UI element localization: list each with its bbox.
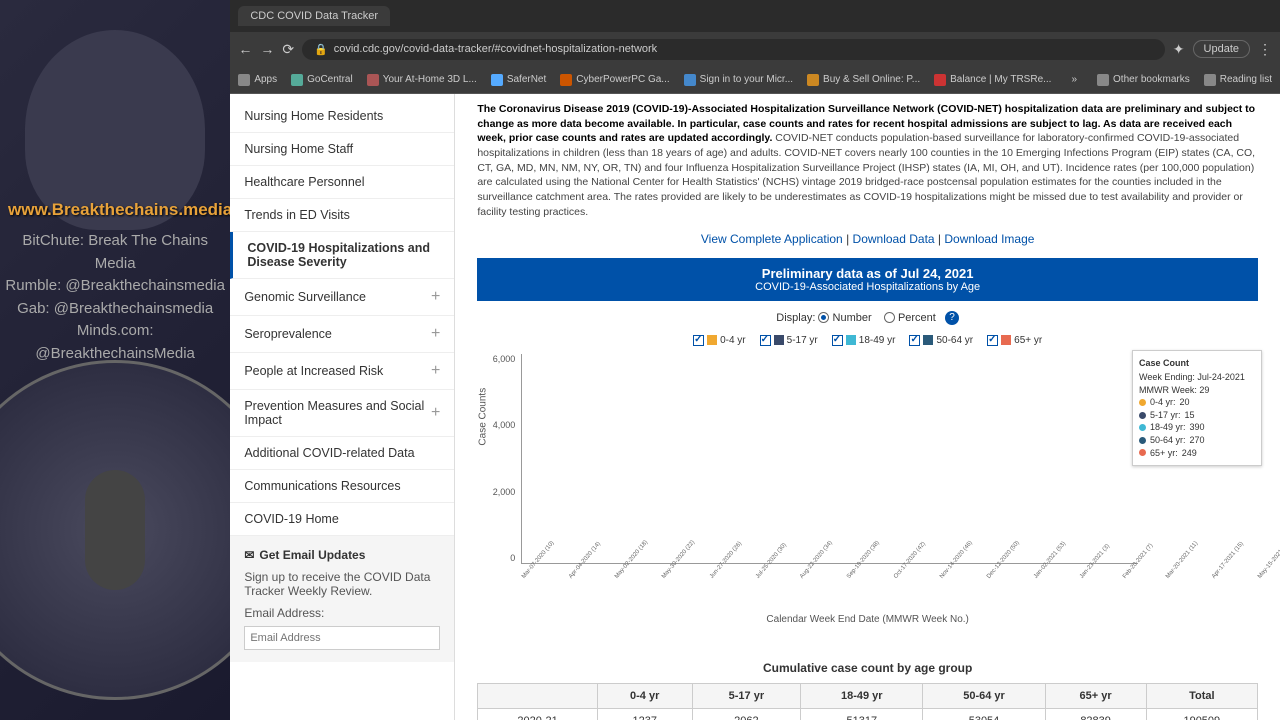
update-button[interactable]: Update xyxy=(1193,40,1250,58)
radio-percent[interactable] xyxy=(884,312,895,323)
bookmark-item[interactable]: CyberPowerPC Ga... xyxy=(560,74,669,86)
browser-window: CDC COVID Data Tracker ← → ⟳ 🔒 covid.cdc… xyxy=(230,0,1280,720)
bar-chart[interactable] xyxy=(521,354,1138,564)
cumulative-title: Cumulative case count by age group xyxy=(477,661,1258,675)
bookmark-item[interactable]: Your At-Home 3D L... xyxy=(367,74,477,86)
email-signup: ✉ Get Email Updates Sign up to receive t… xyxy=(230,536,454,662)
legend-item[interactable]: 18-49 yr xyxy=(832,335,896,346)
sidebar-item[interactable]: Additional COVID-related Data xyxy=(230,437,454,470)
envelope-icon: ✉ xyxy=(244,548,254,562)
link-view-app[interactable]: View Complete Application xyxy=(701,232,843,246)
bookmark-item[interactable]: GoCentral xyxy=(291,74,353,86)
webcam-panel: www.Breakthechains.media BitChute: Break… xyxy=(0,0,230,720)
cumulative-table: 0-4 yr5-17 yr18-49 yr50-64 yr65+ yrTotal… xyxy=(477,683,1258,720)
sidebar-item[interactable]: People at Increased Risk+ xyxy=(230,353,454,390)
y-ticks: 6,000 4,000 2,000 0 xyxy=(485,354,515,564)
display-toggle: Display: Number Percent ? xyxy=(477,311,1258,325)
sidebar-item[interactable]: COVID-19 Home xyxy=(230,503,454,536)
extensions-icon[interactable]: ✦ xyxy=(1173,41,1185,58)
email-desc: Sign up to receive the COVID Data Tracke… xyxy=(244,570,440,598)
browser-toolbar: ← → ⟳ 🔒 covid.cdc.gov/covid-data-tracker… xyxy=(230,32,1280,66)
sidebar-item[interactable]: Communications Resources xyxy=(230,470,454,503)
download-links: View Complete Application | Download Dat… xyxy=(477,232,1258,246)
expand-icon: + xyxy=(431,288,440,306)
sidebar-item[interactable]: Genomic Surveillance+ xyxy=(230,279,454,316)
url-overlay: www.Breakthechains.media xyxy=(8,200,230,220)
legend-item[interactable]: 50-64 yr xyxy=(909,335,973,346)
bookmark-item[interactable]: Balance | My TRSRe... xyxy=(934,74,1051,86)
chart-tooltip: Case Count Week Ending: Jul-24-2021 MMWR… xyxy=(1132,350,1262,467)
sidebar-item[interactable]: Healthcare Personnel xyxy=(230,166,454,199)
forward-button[interactable]: → xyxy=(260,41,274,57)
main-content: The Coronavirus Disease 2019 (COVID-19)-… xyxy=(455,94,1280,720)
x-axis-label: Calendar Week End Date (MMWR Week No.) xyxy=(477,614,1258,625)
sidebar-nav: Nursing Home ResidentsNursing Home Staff… xyxy=(230,94,455,720)
social-handles: BitChute: Break The Chains Media Rumble:… xyxy=(0,230,230,365)
browser-tab[interactable]: CDC COVID Data Tracker xyxy=(238,6,390,26)
lock-icon: 🔒 xyxy=(314,43,328,56)
legend-item[interactable]: 5-17 yr xyxy=(760,335,818,346)
bookmark-item[interactable]: Other bookmarks xyxy=(1097,74,1190,86)
sidebar-item[interactable]: Trends in ED Visits xyxy=(230,199,454,232)
radio-number[interactable] xyxy=(818,312,829,323)
sidebar-item[interactable]: COVID-19 Hospitalizations and Disease Se… xyxy=(230,232,454,279)
email-title: ✉ Get Email Updates xyxy=(244,548,440,562)
expand-icon: + xyxy=(431,362,440,380)
chart-area: Case Counts 6,000 4,000 2,000 0 Mar-07-2… xyxy=(517,354,1258,584)
description-text: The Coronavirus Disease 2019 (COVID-19)-… xyxy=(477,102,1258,220)
back-button[interactable]: ← xyxy=(238,41,252,57)
bookmark-item[interactable]: SaferNet xyxy=(491,74,546,86)
bookmark-item[interactable]: Sign in to your Micr... xyxy=(684,74,793,86)
menu-icon[interactable]: ⋮ xyxy=(1258,41,1272,58)
microphone-icon xyxy=(85,470,145,590)
bookmark-item[interactable]: Apps xyxy=(238,74,277,86)
sidebar-item[interactable]: Prevention Measures and Social Impact+ xyxy=(230,390,454,437)
logo-circle xyxy=(0,360,230,700)
browser-titlebar: CDC COVID Data Tracker xyxy=(230,0,1280,32)
bookmark-item[interactable]: Buy & Sell Online: P... xyxy=(807,74,920,86)
link-download-data[interactable]: Download Data xyxy=(853,232,935,246)
sidebar-item[interactable]: Nursing Home Residents xyxy=(230,100,454,133)
expand-icon: + xyxy=(431,325,440,343)
legend-item[interactable]: 65+ yr xyxy=(987,335,1042,346)
chart-header: Preliminary data as of Jul 24, 2021 COVI… xyxy=(477,258,1258,301)
chart-legend: 0-4 yr 5-17 yr 18-49 yr 50-64 yr 65+ yr xyxy=(477,335,1258,346)
help-icon[interactable]: ? xyxy=(945,311,959,325)
x-ticks: Mar-07-2020 (10)Apr-04-2020 (14)May-02-2… xyxy=(521,572,1138,612)
email-label: Email Address: xyxy=(244,606,440,620)
url-bar[interactable]: 🔒 covid.cdc.gov/covid-data-tracker/#covi… xyxy=(302,39,1165,60)
email-input[interactable] xyxy=(244,626,440,650)
reload-button[interactable]: ⟳ xyxy=(282,41,294,58)
bookmarks-bar: Apps GoCentral Your At-Home 3D L... SaferNe… xyxy=(230,66,1280,94)
bookmark-item[interactable]: Reading list xyxy=(1204,74,1272,86)
link-download-image[interactable]: Download Image xyxy=(944,232,1034,246)
legend-item[interactable]: 0-4 yr xyxy=(693,335,746,346)
sidebar-item[interactable]: Seroprevalence+ xyxy=(230,316,454,353)
sidebar-item[interactable]: Nursing Home Staff xyxy=(230,133,454,166)
expand-icon: + xyxy=(431,404,440,422)
